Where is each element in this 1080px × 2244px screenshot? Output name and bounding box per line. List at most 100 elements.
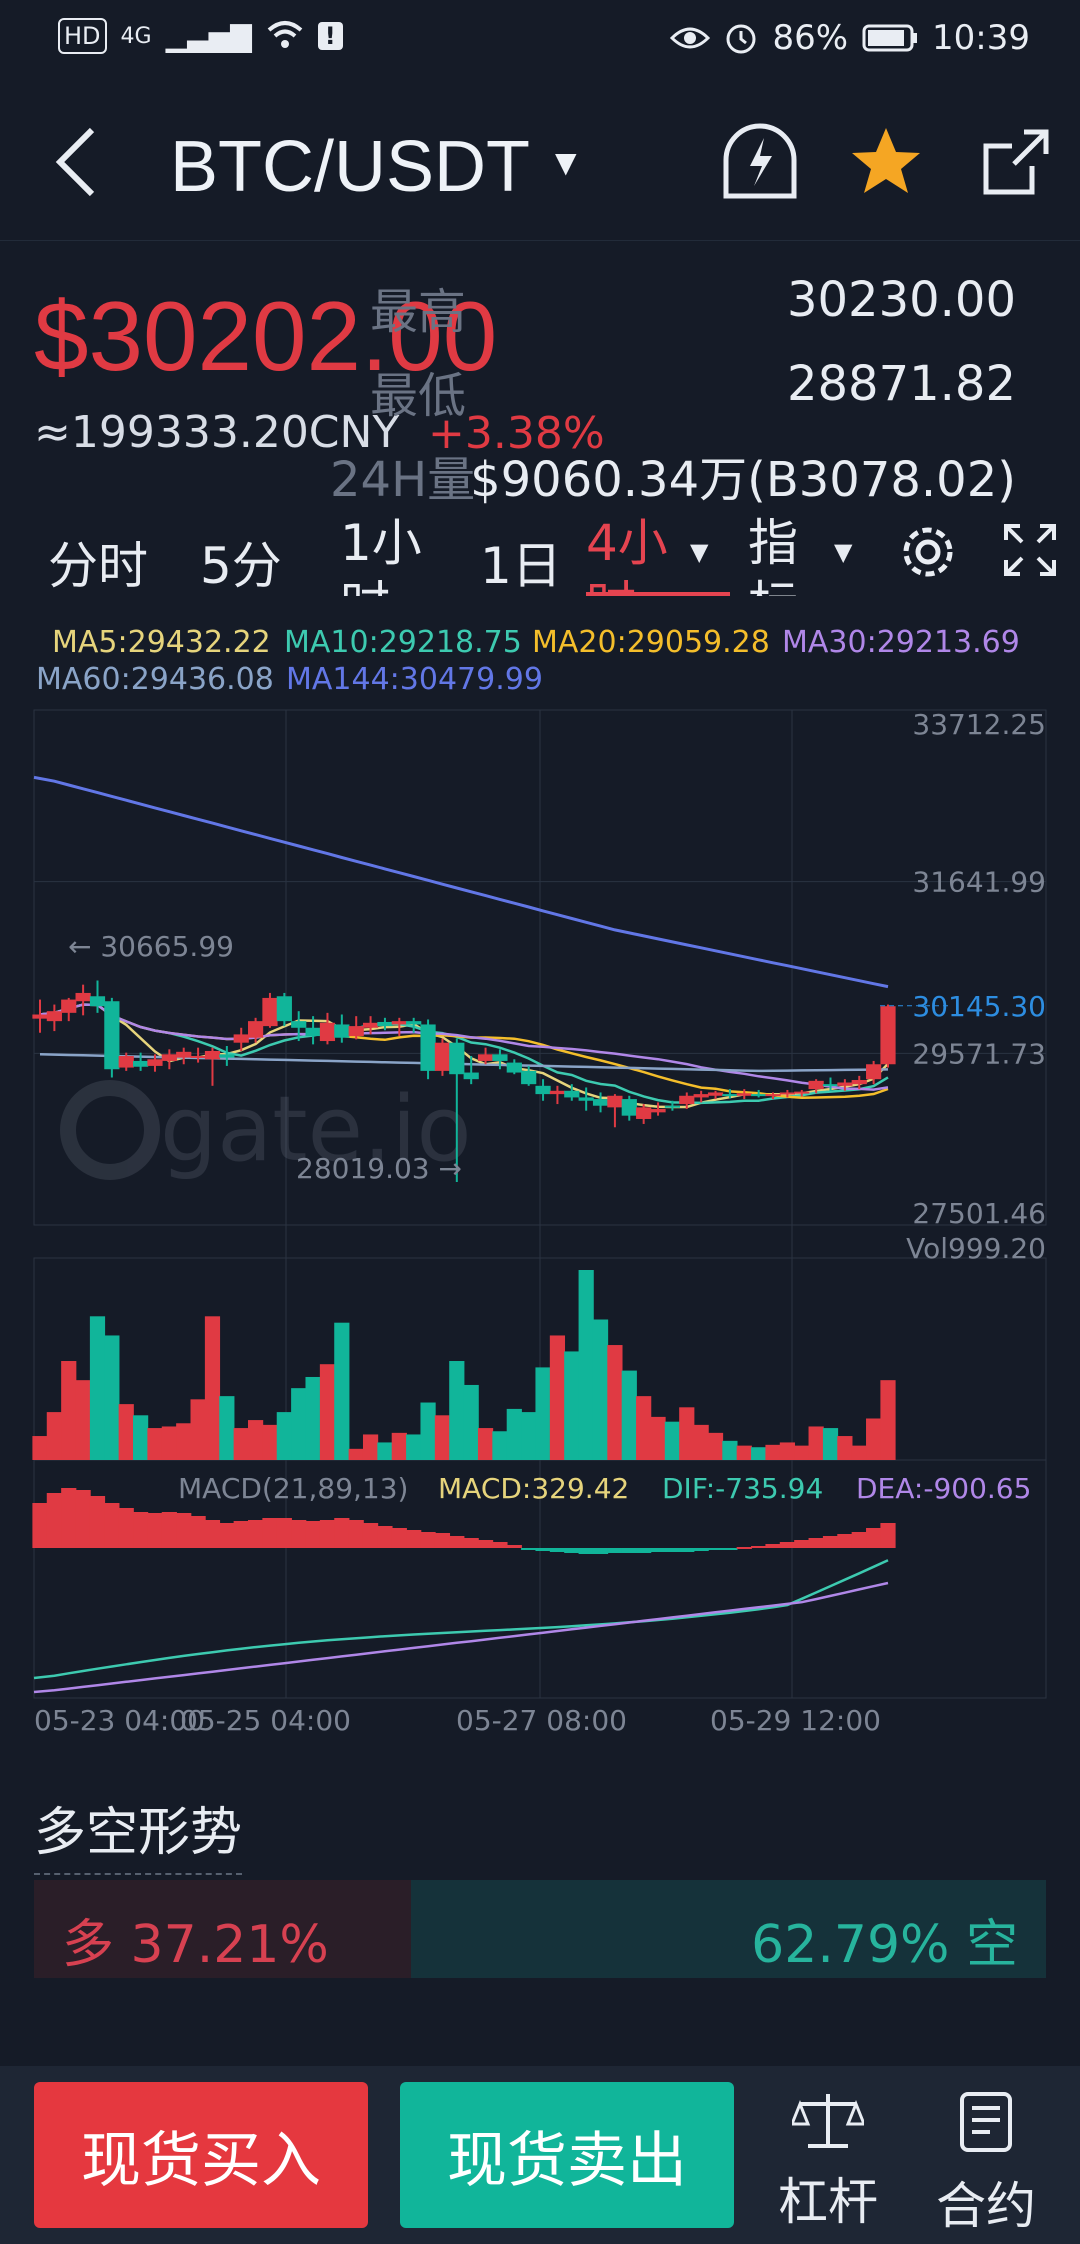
candle-body (779, 1092, 795, 1095)
tab-1hour[interactable]: 1小时 (340, 514, 422, 596)
hd-icon: HD (58, 18, 107, 54)
nav-header: BTC/USDT ▼ (0, 90, 1080, 241)
short-label: 空 (965, 1915, 1018, 1975)
volume-bar (262, 1424, 278, 1460)
contract-button[interactable]: 合约 (926, 2090, 1046, 2238)
macd-bar (549, 1548, 566, 1552)
ma144-label: MA144:30479.99 (286, 662, 543, 697)
macd-label: MACD(21,89,13) (178, 1472, 408, 1505)
price-axis-label: 27501.46 (912, 1197, 1046, 1230)
volume-bar (348, 1448, 364, 1460)
volume-bar (377, 1442, 393, 1460)
volume-bar (808, 1426, 824, 1460)
candle-body (650, 1109, 666, 1113)
macd-bar (434, 1533, 451, 1548)
volume-bar (607, 1345, 623, 1460)
volume-24h-label: 24H量 (330, 452, 476, 508)
battery-percent: 86% (772, 18, 849, 58)
macd-bar (176, 1513, 192, 1548)
spot-buy-button[interactable]: 现货买入 (34, 2082, 368, 2228)
macd-bar (477, 1540, 494, 1548)
candle-body (592, 1099, 609, 1106)
candle-body (291, 1021, 307, 1028)
ma5-label: MA5:29432.22 (52, 625, 271, 660)
macd-bar (535, 1548, 551, 1551)
macd-label: DIF:-735.94 (662, 1472, 823, 1505)
ma144-line (33, 775, 889, 989)
tab-4hour-caret-icon[interactable]: ▼ (690, 538, 709, 566)
volume-bar (765, 1444, 781, 1460)
candle-body (693, 1094, 709, 1098)
volume-bar (233, 1428, 249, 1460)
macd-lines (33, 1559, 889, 1694)
volume-bar (736, 1445, 752, 1460)
volume-bar (32, 1436, 48, 1460)
tab-4hour[interactable]: 4小时 (586, 514, 668, 596)
macd-bar (89, 1496, 106, 1548)
candle-body (636, 1107, 652, 1119)
volume-label: Vol999.20 (906, 1232, 1046, 1265)
candle-body (477, 1054, 494, 1061)
volume-bar (204, 1316, 221, 1460)
macd-bar (866, 1528, 882, 1548)
macd-bar (219, 1523, 235, 1548)
tab-1day[interactable]: 1日 (480, 537, 562, 595)
candle-body (866, 1064, 882, 1080)
macd-bar (564, 1548, 580, 1553)
candle-body (190, 1055, 206, 1058)
pair-dropdown-caret-icon[interactable]: ▼ (555, 146, 577, 179)
short-value: 62.79% (751, 1915, 950, 1975)
leverage-label: 杠杆 (778, 2173, 878, 2231)
volume-bar (477, 1428, 494, 1460)
macd-bar (348, 1520, 364, 1548)
macd-bar (291, 1520, 307, 1548)
candle-body (104, 1001, 120, 1070)
favorite-star-icon[interactable] (850, 126, 922, 196)
trade-bottom-bar: 现货买入 现货卖出 杠杆 合约 (0, 2066, 1080, 2244)
status-right: 86% 10:39 (670, 18, 1030, 58)
volume-bar (535, 1367, 551, 1460)
back-arrow-icon[interactable] (52, 124, 100, 200)
long-short-bar: 多 37.21% 62.79% 空 (34, 1880, 1046, 1978)
kline-chart[interactable]: gate.io 33712.25 31641.99 29571.73 27501.46… (0, 690, 1080, 1740)
tab-indicators-caret-icon[interactable]: ▼ (834, 538, 853, 566)
share-icon[interactable] (980, 126, 1052, 198)
macd-bar (636, 1548, 652, 1553)
macd-bar (133, 1512, 149, 1548)
candlesticks (32, 980, 896, 1183)
chart-settings-gear-icon[interactable] (896, 520, 960, 584)
macd-bar (463, 1538, 479, 1548)
tab-indicators[interactable]: 指标 (748, 514, 798, 596)
macd-bar (406, 1530, 422, 1548)
macd-bar (492, 1542, 508, 1548)
volume-bar (679, 1407, 695, 1460)
price-axis-label: 31641.99 (912, 866, 1046, 899)
macd-bar (161, 1512, 177, 1548)
tab-5min[interactable]: 5分 (200, 537, 282, 595)
pair-title[interactable]: BTC/USDT (170, 127, 530, 207)
macd-bar (693, 1548, 709, 1551)
volume-bar (449, 1361, 465, 1460)
macd-bar (377, 1526, 393, 1548)
candle-body (851, 1080, 867, 1085)
volume-bar (118, 1404, 134, 1460)
time-axis-label: 05-23 04:00 (34, 1704, 205, 1737)
current-price-label: 30145.30 (912, 990, 1046, 1023)
volume-bar (176, 1423, 192, 1460)
candle-body (233, 1034, 249, 1043)
volume-bar (621, 1370, 637, 1460)
candle-body (118, 1055, 134, 1068)
volume-bar (549, 1335, 566, 1460)
volume-bar (880, 1380, 896, 1460)
price-alert-icon[interactable] (720, 120, 800, 204)
spot-sell-button[interactable]: 现货卖出 (400, 2082, 734, 2228)
macd-bar (851, 1532, 867, 1548)
fullscreen-expand-icon[interactable] (1002, 522, 1058, 578)
volume-bar (75, 1380, 91, 1460)
tab-time-share[interactable]: 分时 (48, 537, 148, 595)
candle-body (449, 1042, 465, 1075)
leverage-button[interactable]: 杠杆 (768, 2090, 888, 2234)
eye-icon (670, 27, 711, 49)
macd-bar (578, 1548, 594, 1554)
candle-body (822, 1084, 839, 1087)
